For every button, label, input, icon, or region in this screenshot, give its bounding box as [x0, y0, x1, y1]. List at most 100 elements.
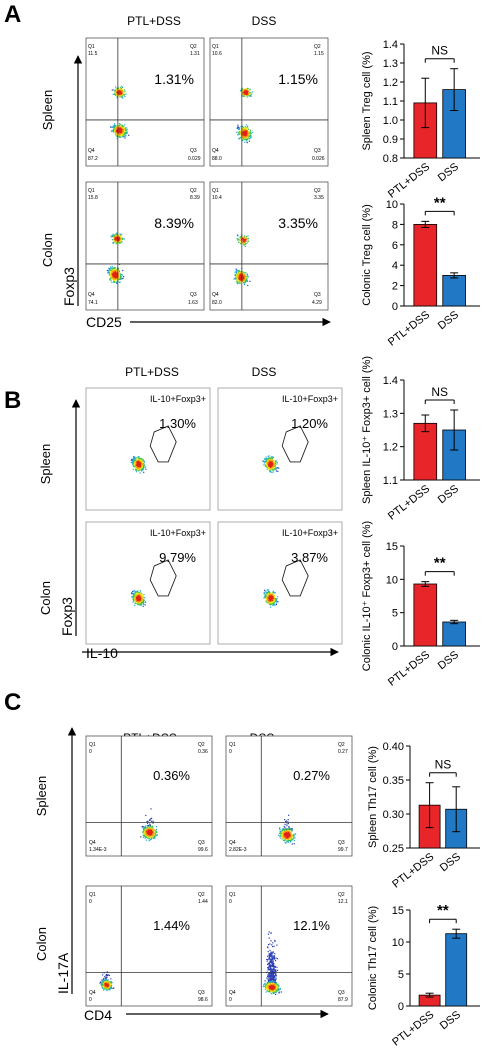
cell-event	[268, 457, 270, 459]
cell-event	[149, 834, 151, 836]
cell-event	[282, 839, 284, 841]
cell-event	[266, 468, 268, 470]
cell-event	[139, 594, 141, 596]
cell-event	[143, 829, 145, 831]
cell-event	[109, 273, 111, 275]
cell-event	[249, 88, 251, 90]
cell-event	[243, 235, 246, 237]
cell-event	[288, 828, 290, 830]
cell-event	[238, 273, 241, 275]
cell-event	[269, 462, 271, 464]
cell-event	[250, 134, 252, 136]
cell-event	[111, 270, 113, 272]
cell-event	[143, 460, 145, 462]
cell-event	[271, 598, 273, 600]
cell-event	[137, 469, 139, 471]
cell-event	[236, 282, 238, 284]
cell-event	[113, 278, 115, 280]
cell-event	[142, 467, 144, 469]
tissue-label-spleen: Spleen	[34, 776, 49, 816]
cell-event	[137, 456, 139, 458]
cell-event	[245, 132, 248, 134]
flow-plot: IL-10+Foxp3+1.30%	[85, 387, 211, 511]
cell-event	[120, 130, 122, 132]
cell-event	[250, 95, 252, 97]
cell-event	[114, 89, 116, 92]
plot-frame	[209, 37, 329, 167]
cell-event	[264, 596, 266, 598]
q3-label: Q3	[314, 148, 321, 154]
cell-event	[137, 460, 139, 462]
cell-event	[269, 466, 271, 468]
cell-event	[287, 833, 290, 835]
cell-event	[138, 599, 140, 601]
cell-event	[275, 460, 277, 462]
cell-event	[122, 128, 124, 130]
cell-event	[271, 468, 273, 470]
cell-event	[145, 839, 147, 841]
cell-event	[113, 128, 115, 130]
cell-event	[136, 468, 138, 470]
cell-event	[151, 826, 153, 828]
cell-event	[147, 830, 150, 833]
cell-event	[138, 461, 140, 463]
cell-event	[112, 242, 114, 244]
q1-value: 0	[89, 749, 92, 755]
cell-event	[119, 123, 121, 125]
cell-event	[138, 597, 140, 599]
cell-event	[113, 129, 115, 131]
cell-event	[114, 131, 116, 133]
cell-event	[118, 238, 120, 240]
cell-event	[246, 88, 248, 90]
q2-value: 0.36	[198, 749, 208, 755]
cell-event	[141, 594, 143, 596]
cell-event	[146, 834, 148, 836]
cell-event	[237, 279, 239, 281]
cell-event	[135, 462, 137, 464]
cell-event	[155, 834, 157, 836]
cell-event	[236, 127, 238, 130]
cell-event	[244, 90, 246, 92]
cell-event	[246, 280, 249, 282]
cell-event	[285, 830, 287, 832]
cell-event	[114, 274, 116, 276]
cell-event	[239, 273, 241, 275]
cell-event	[268, 593, 270, 595]
cell-event	[272, 592, 274, 595]
cell-event	[237, 280, 239, 282]
cell-event	[151, 833, 153, 836]
cell-event	[108, 270, 110, 272]
cell-event	[239, 271, 242, 273]
cell-event	[143, 831, 145, 833]
cell-event	[113, 241, 115, 244]
cell-event	[143, 601, 145, 603]
cell-event	[113, 274, 115, 276]
q1-label: Q1	[89, 742, 96, 748]
cell-event	[247, 90, 249, 92]
cell-event	[266, 594, 268, 596]
cell-event	[247, 240, 249, 242]
cell-event	[132, 457, 134, 459]
cell-event	[267, 599, 269, 601]
cell-event	[126, 131, 128, 133]
cell-event	[290, 829, 293, 831]
cell-event	[269, 597, 271, 599]
cell-event	[243, 244, 245, 246]
cell-event	[274, 461, 276, 464]
cell-event	[138, 604, 140, 606]
cell-event	[139, 463, 141, 465]
cell-event	[120, 87, 122, 90]
cell-cloud	[131, 590, 147, 607]
cell-event	[288, 841, 290, 843]
cell-event	[275, 463, 277, 466]
cell-event	[119, 276, 121, 278]
cell-event	[267, 461, 269, 463]
cell-event	[276, 600, 278, 603]
cell-event	[115, 131, 117, 133]
cell-event	[237, 127, 240, 129]
cell-event	[116, 127, 118, 129]
q2-value: 1.15	[314, 51, 324, 57]
cell-event	[116, 135, 118, 137]
cell-event	[122, 126, 124, 129]
cell-event	[114, 267, 116, 269]
